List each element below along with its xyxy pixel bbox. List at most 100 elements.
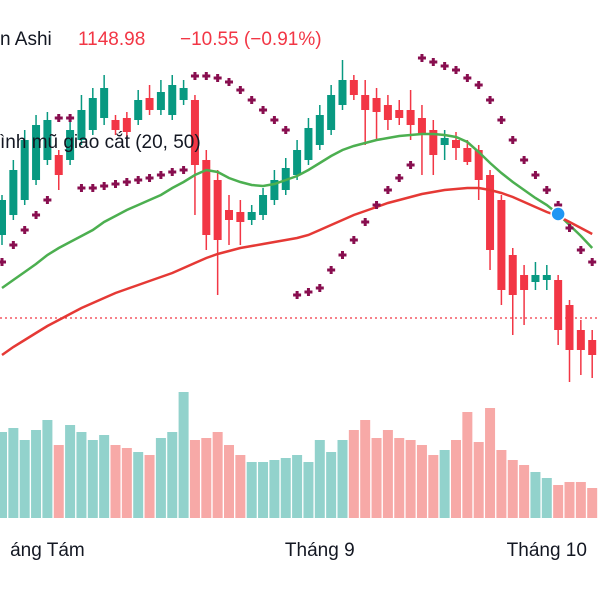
candle-body	[315, 115, 324, 145]
sar-point	[463, 74, 472, 82]
volume-bar	[19, 440, 30, 518]
sar-point	[576, 246, 585, 254]
volume-bar	[428, 455, 439, 518]
sar-point	[122, 178, 131, 186]
sar-point	[588, 258, 597, 266]
x-tick-label: áng Tám	[10, 540, 85, 561]
candle-body	[395, 110, 404, 118]
candle-body	[66, 130, 75, 160]
sar-point	[88, 184, 97, 192]
sar-point	[417, 54, 426, 62]
volume-bar	[292, 455, 303, 518]
moving-average	[1, 186, 593, 357]
sar-point	[565, 224, 574, 232]
sar-point	[531, 171, 540, 179]
sar-point	[32, 211, 41, 219]
sar-point	[134, 176, 143, 184]
sar-point	[486, 96, 495, 104]
sar-point	[474, 81, 483, 89]
sar-point	[225, 78, 233, 86]
candle-body	[54, 155, 63, 175]
volume-bar	[53, 445, 64, 518]
sar-point	[497, 116, 506, 124]
volume-bar	[394, 438, 405, 518]
sar-point	[440, 62, 449, 70]
sar-point	[77, 184, 86, 192]
sar-point	[111, 180, 120, 188]
candle-body	[508, 255, 517, 295]
volume-bar	[178, 392, 189, 518]
price-change: −10.55 (−0.91%)	[180, 29, 322, 50]
candle-body	[213, 180, 222, 240]
x-tick-label: Tháng 10	[507, 540, 587, 561]
sar-point	[395, 174, 404, 182]
candle-body	[156, 92, 165, 110]
sar-point	[361, 218, 370, 226]
candle-body	[542, 275, 551, 280]
candle-body	[474, 150, 483, 180]
volume-bar	[507, 460, 518, 518]
volume-bar	[530, 472, 541, 518]
sar-point	[66, 114, 75, 122]
cross-marker	[550, 206, 566, 222]
overlay: n Ashi 1148.98 −10.55 (−0.91%) ình mũ gi…	[0, 29, 587, 561]
candle-body	[122, 118, 131, 132]
candle-body	[406, 110, 415, 125]
candle-body	[327, 95, 336, 130]
volume-bar	[541, 478, 552, 518]
sar-point	[259, 106, 268, 114]
volume-bar	[405, 440, 416, 518]
candle-body	[361, 95, 370, 110]
candle-body	[168, 85, 177, 115]
candle-body	[304, 128, 313, 160]
candle-body	[440, 138, 449, 145]
volume-bar	[76, 432, 87, 518]
volume-bar	[280, 458, 291, 518]
volume-bar	[167, 432, 178, 518]
sar-point	[168, 168, 177, 176]
sar-point	[338, 251, 347, 259]
sar-point	[247, 96, 256, 104]
sar-point	[315, 284, 324, 292]
volume-bar	[8, 428, 19, 518]
candle-body	[190, 100, 199, 165]
sar-point	[9, 241, 18, 249]
sar-point	[281, 126, 290, 134]
candle-body	[338, 80, 347, 105]
volume-bar	[360, 420, 371, 518]
volume-bar	[485, 408, 496, 518]
volume-bar	[473, 442, 484, 518]
volume-bar	[348, 430, 359, 518]
candle-body	[77, 110, 86, 140]
volume-bar	[99, 435, 110, 518]
candle-body	[417, 118, 426, 135]
candle-body	[0, 200, 6, 235]
volume-bar	[462, 412, 473, 518]
volume-bar	[189, 440, 200, 518]
volume-bar	[337, 440, 348, 518]
candle-body	[531, 275, 540, 282]
volume-bar	[0, 432, 7, 518]
volume-bar	[110, 445, 121, 518]
volume-bar	[553, 485, 564, 518]
volume-bar	[65, 425, 76, 518]
candle-body	[372, 98, 381, 112]
sar-point	[383, 186, 392, 194]
candle-body	[9, 170, 18, 215]
volume-bar	[382, 430, 393, 518]
candle-body	[554, 280, 563, 330]
volume-bar	[303, 462, 314, 518]
volume-bar	[519, 465, 530, 518]
volume-bar	[212, 432, 223, 518]
volume-bar	[121, 448, 132, 518]
sar-point	[270, 116, 279, 124]
candle-body	[43, 120, 52, 160]
candle-body	[520, 275, 529, 290]
candle-body	[383, 105, 392, 120]
candle-body	[293, 150, 302, 175]
candle-body	[565, 305, 574, 350]
candle-body	[236, 212, 245, 222]
volume-bar	[224, 445, 234, 518]
